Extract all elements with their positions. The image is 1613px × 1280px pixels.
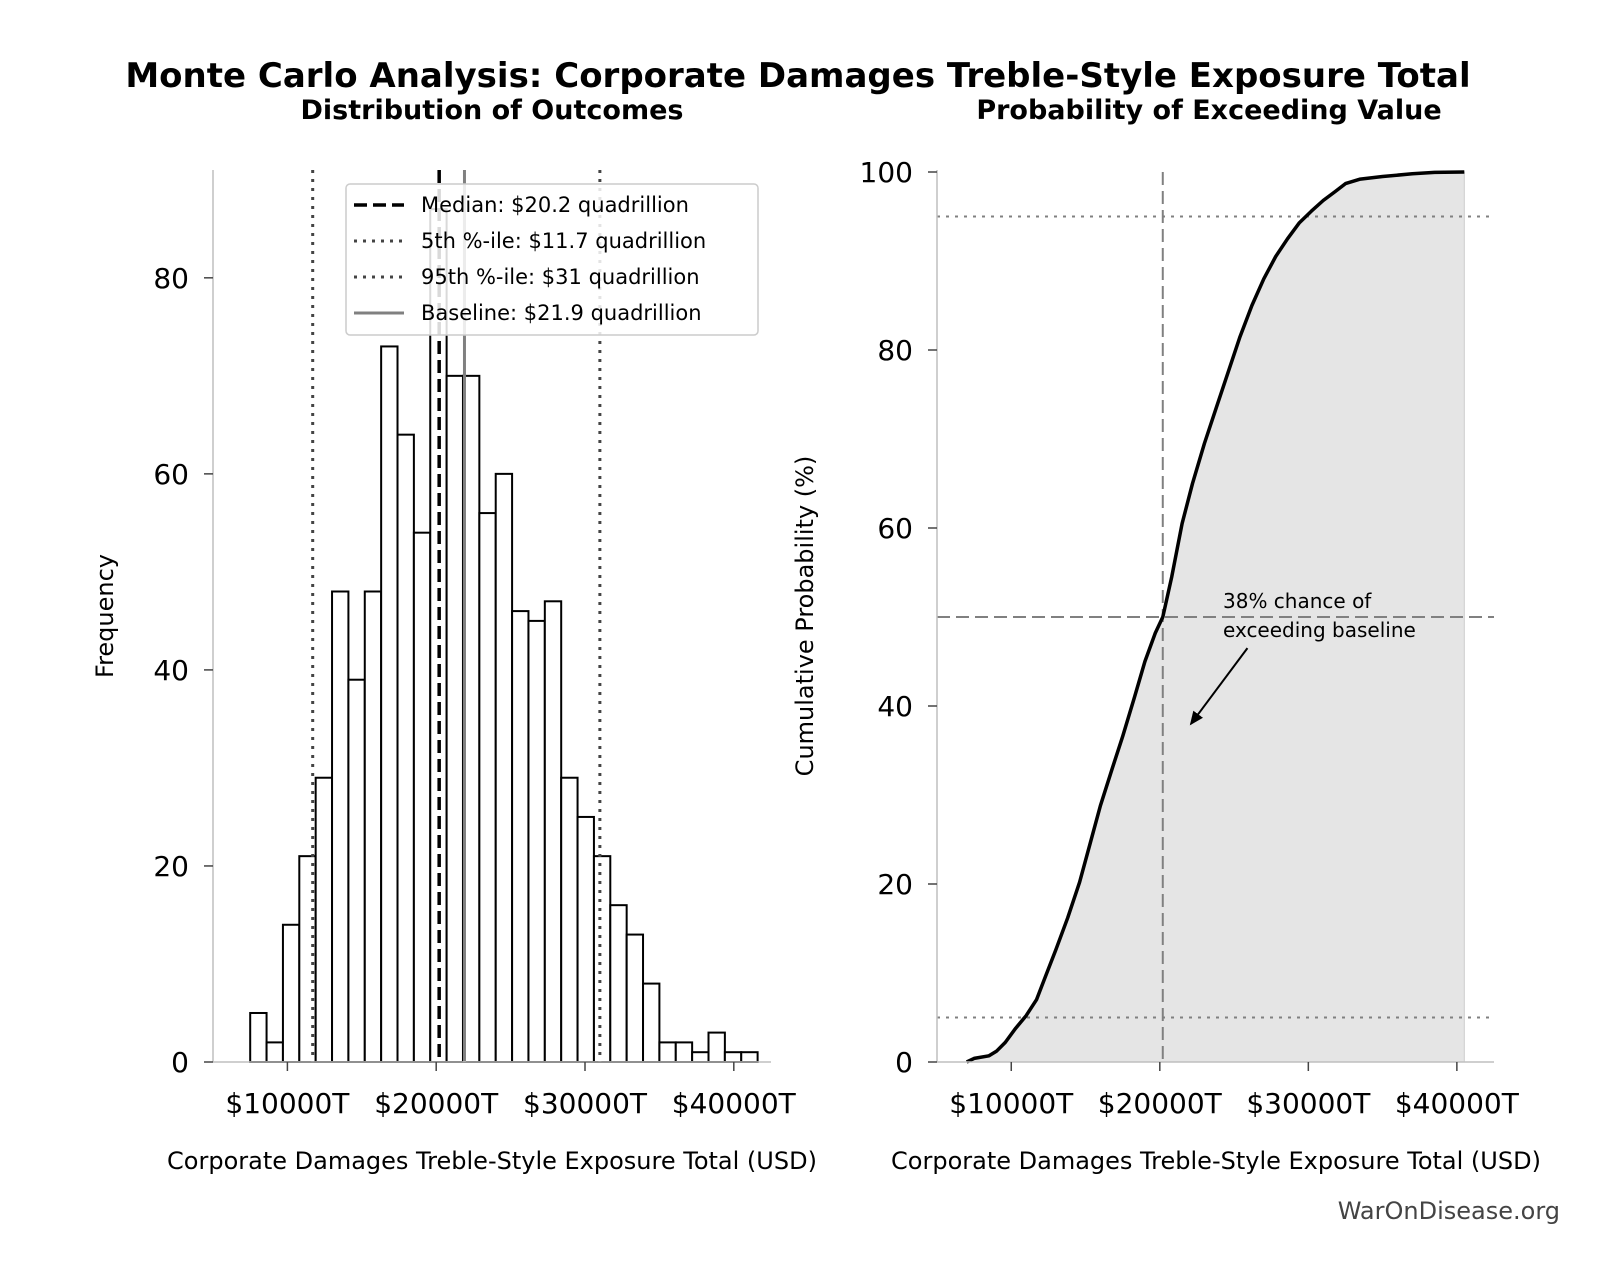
- histogram-bar: [298, 855, 317, 1064]
- y-tick-label: 0: [171, 1046, 189, 1079]
- histogram-bar: [527, 619, 546, 1064]
- cdf-curve: [965, 170, 1465, 1064]
- x-tick-label: $30000T: [523, 1087, 648, 1120]
- y-tick-label: 40: [153, 654, 189, 687]
- histogram-y-label: Frequency: [91, 554, 119, 678]
- histogram-panel: Distribution of Outcomes 0 20 40 60 80 $1000…: [91, 95, 817, 1175]
- histogram-bar: [543, 600, 563, 1063]
- histogram-bar: [592, 855, 612, 1064]
- cdf-annotation: 38% chance of exceeding baseline: [1189, 589, 1416, 726]
- y-tick-label: 40: [877, 690, 913, 723]
- annotation-arrow: [1189, 647, 1249, 726]
- histogram-bar: [609, 904, 628, 1064]
- y-tick-label: 20: [153, 850, 189, 883]
- x-tick-label: $10000T: [949, 1087, 1074, 1120]
- histogram-bar: [347, 678, 366, 1063]
- annotation-line-2: exceeding baseline: [1223, 618, 1416, 642]
- legend-label-p5: 5th %-ile: $11.7 quadrillion: [421, 229, 706, 253]
- x-tick-label: $10000T: [225, 1087, 350, 1120]
- histogram-bar: [560, 776, 579, 1063]
- histogram-bar: [674, 1041, 694, 1064]
- histogram-bar: [380, 345, 399, 1063]
- histogram-bar: [314, 776, 334, 1063]
- legend-box: [345, 183, 759, 336]
- cdf-panel: Probability of Exceeding Value 0 20 40 60 80…: [791, 95, 1541, 1175]
- histogram-bar: [576, 815, 595, 1064]
- cdf-x-label: Corporate Damages Treble-Style Exposure …: [891, 1147, 1541, 1175]
- histogram-bar: [445, 374, 464, 1064]
- histogram-bar: [691, 1051, 710, 1063]
- annotation-line-1: 38% chance of: [1223, 589, 1372, 613]
- histogram-bars: [249, 208, 759, 1064]
- figure-title: Monte Carlo Analysis: Corporate Damages …: [125, 56, 1470, 96]
- y-tick-label: 60: [877, 512, 913, 545]
- y-tick-label: 80: [153, 262, 189, 295]
- y-tick-label: 20: [877, 868, 913, 901]
- cdf-x-ticks: $10000T $20000T $30000T $40000T: [949, 1062, 1520, 1120]
- watermark: WarOnDisease.org: [1338, 1197, 1560, 1225]
- cdf-y-ticks: 0 20 40 60 80 100: [860, 156, 937, 1079]
- legend-label-p95: 95th %-ile: $31 quadrillion: [421, 265, 700, 289]
- histogram-bar: [331, 590, 350, 1063]
- histogram-bar: [396, 433, 415, 1063]
- histogram-bar: [363, 590, 383, 1063]
- legend-label-baseline: Baseline: $21.9 quadrillion: [421, 301, 702, 325]
- legend-label-median: Median: $20.2 quadrillion: [421, 193, 689, 217]
- histogram-y-ticks: 0 20 40 60 80: [153, 262, 213, 1079]
- histogram-bar: [478, 512, 497, 1063]
- y-tick-label: 60: [153, 458, 189, 491]
- histogram-bar: [494, 472, 514, 1064]
- x-tick-label: $40000T: [672, 1087, 797, 1120]
- histogram-bar: [281, 923, 301, 1063]
- histogram-bar: [740, 1051, 759, 1063]
- histogram-bar: [707, 1031, 726, 1063]
- histogram-bar: [412, 531, 432, 1063]
- x-tick-label: $20000T: [374, 1087, 499, 1120]
- y-tick-label: 100: [860, 156, 913, 189]
- histogram-bar: [642, 982, 661, 1063]
- y-tick-label: 80: [877, 334, 913, 367]
- histogram-bar: [511, 610, 530, 1063]
- cdf-title: Probability of Exceeding Value: [976, 95, 1441, 126]
- x-tick-label: $30000T: [1246, 1087, 1371, 1120]
- histogram-bar: [723, 1051, 743, 1063]
- histogram-legend: Median: $20.2 quadrillion 5th %-ile: $11…: [345, 183, 759, 336]
- x-tick-label: $20000T: [1098, 1087, 1223, 1120]
- histogram-bar: [265, 1041, 284, 1064]
- histogram-bar: [658, 1041, 677, 1064]
- cdf-y-label: Cumulative Probability (%): [791, 456, 819, 777]
- histogram-x-label: Corporate Damages Treble-Style Exposure …: [167, 1147, 817, 1175]
- histogram-title: Distribution of Outcomes: [301, 95, 684, 126]
- histogram-bar: [249, 1011, 268, 1064]
- histogram-bar: [625, 933, 645, 1063]
- x-tick-label: $40000T: [1395, 1087, 1520, 1120]
- y-tick-label: 0: [895, 1046, 913, 1079]
- histogram-x-ticks: $10000T $20000T $30000T $40000T: [225, 1062, 797, 1120]
